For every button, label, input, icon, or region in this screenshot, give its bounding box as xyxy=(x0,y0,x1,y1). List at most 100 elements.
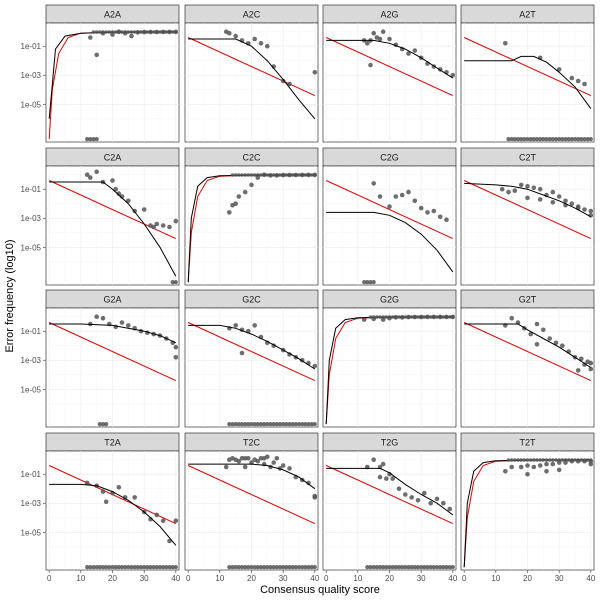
observed-point xyxy=(252,323,257,328)
observed-point xyxy=(306,480,311,486)
marks xyxy=(325,314,456,425)
observed-point xyxy=(585,458,590,462)
zero-count-point xyxy=(528,137,533,142)
observed-point xyxy=(110,178,115,183)
zero-count-point xyxy=(534,137,540,142)
gridlines xyxy=(461,23,594,142)
observed-point xyxy=(246,173,251,177)
panel-title: G2T xyxy=(519,295,537,305)
x-tick-label: 0 xyxy=(186,574,191,583)
panel-title: A2A xyxy=(104,10,121,20)
zero-count-point xyxy=(403,565,408,570)
nominal-error-line xyxy=(463,37,592,97)
zero-count-point xyxy=(284,422,289,427)
observed-point xyxy=(300,173,305,177)
marks xyxy=(463,180,594,240)
observed-point xyxy=(390,315,395,319)
observed-point xyxy=(387,204,392,209)
zero-count-point xyxy=(531,137,536,142)
observed-point xyxy=(534,342,540,347)
observed-point xyxy=(110,32,115,37)
panel-title: A2C xyxy=(243,10,261,20)
observed-point xyxy=(444,315,449,319)
zero-count-point xyxy=(173,280,178,285)
observed-point xyxy=(255,458,261,464)
observed-point xyxy=(550,200,556,205)
observed-point xyxy=(368,62,373,68)
zero-count-point xyxy=(94,137,99,142)
zero-count-point xyxy=(255,422,260,427)
observed-point xyxy=(148,516,153,522)
panel-title: C2C xyxy=(242,153,261,163)
observed-point xyxy=(252,173,257,177)
observed-point xyxy=(151,224,156,230)
y-tick-label: 1e-01 xyxy=(21,327,42,336)
observed-point xyxy=(173,218,179,224)
observed-point xyxy=(297,173,301,177)
observed-point xyxy=(101,30,105,34)
observed-point xyxy=(281,173,286,177)
zero-count-point xyxy=(412,565,417,570)
y-tick-label: 1e-01 xyxy=(21,42,42,51)
gridlines xyxy=(46,23,179,142)
nominal-error-line xyxy=(325,37,454,97)
observed-point xyxy=(415,498,421,503)
panel-g2c: G2C xyxy=(184,289,319,428)
observed-point xyxy=(509,458,514,462)
x-tick-label: 20 xyxy=(247,574,256,583)
observed-point xyxy=(394,315,398,319)
x-tick-label: 10 xyxy=(215,574,224,583)
y-tick-label: 1e-03 xyxy=(21,356,42,365)
observed-point xyxy=(582,81,587,87)
observed-point xyxy=(119,320,125,325)
observed-point xyxy=(588,360,594,366)
observed-point xyxy=(447,506,453,512)
zero-count-point xyxy=(126,565,131,570)
observed-point xyxy=(525,184,530,189)
observed-point xyxy=(576,458,580,462)
observed-point xyxy=(154,221,160,227)
zero-count-point xyxy=(425,565,430,570)
observed-point xyxy=(167,30,172,34)
zero-count-point xyxy=(296,422,302,427)
observed-point xyxy=(413,315,417,319)
y-axis-title: Error frequency (log10) xyxy=(4,239,16,352)
panel-t2t: T2T 0 10 20 30 40 xyxy=(460,432,596,583)
panel-a2g: A2G xyxy=(322,4,457,143)
zero-count-point xyxy=(274,565,279,570)
observed-point xyxy=(120,30,124,34)
observed-point xyxy=(409,495,415,500)
observed-point xyxy=(387,315,392,319)
observed-point xyxy=(271,173,276,177)
observed-point xyxy=(419,315,424,319)
observed-point xyxy=(242,464,248,470)
zero-count-point xyxy=(525,137,530,142)
observed-point xyxy=(375,315,379,319)
observed-point xyxy=(541,327,546,333)
observed-point xyxy=(563,198,568,204)
observed-point xyxy=(280,463,286,468)
fitted-error-line xyxy=(188,38,316,120)
observed-point xyxy=(406,51,411,56)
observed-point xyxy=(139,30,143,34)
observed-point xyxy=(371,315,376,319)
zero-count-point xyxy=(243,565,248,570)
observed-point xyxy=(422,490,427,496)
zero-count-point xyxy=(300,565,305,570)
zero-count-point xyxy=(569,137,574,142)
zero-count-point xyxy=(371,565,376,570)
zero-count-point xyxy=(415,565,421,570)
observed-point xyxy=(265,43,270,49)
zero-count-point xyxy=(393,565,398,570)
observed-point xyxy=(117,30,121,34)
zero-count-point xyxy=(303,565,308,570)
observed-point xyxy=(246,456,251,461)
y-tick-label: 1e-05 xyxy=(21,385,42,394)
panel-g2a: G2A 1e-05 1e-03 1e-01 xyxy=(21,289,180,428)
marks xyxy=(48,169,179,285)
observed-point xyxy=(290,173,295,177)
observed-point xyxy=(104,30,108,34)
observed-point xyxy=(151,30,156,34)
panel-title: G2C xyxy=(242,295,261,305)
